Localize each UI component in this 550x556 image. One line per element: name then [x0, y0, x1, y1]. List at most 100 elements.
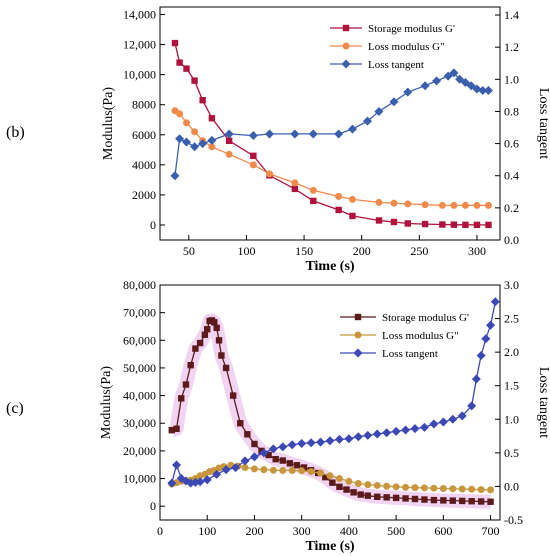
data-point-0 [402, 495, 409, 502]
x-axis-title: Time (s) [305, 259, 354, 274]
data-point-2 [259, 448, 269, 458]
data-point-1 [449, 485, 457, 493]
data-point-0 [411, 495, 419, 503]
legend-swatch-marker [354, 313, 362, 321]
y-tick-label: 80,000 [123, 278, 156, 292]
data-point-0 [487, 498, 494, 505]
data-point-2 [344, 434, 354, 444]
data-point-2 [403, 87, 413, 97]
chart-panel-b: 50 100 150 200 250 300 0 2000 4000 6000 8000 10,000… [101, 6, 550, 274]
data-point-2 [198, 139, 208, 149]
data-point-0 [286, 460, 294, 467]
data-point-2 [471, 374, 481, 384]
data-point-0 [215, 337, 223, 344]
data-point-0 [204, 326, 211, 333]
data-point-2 [490, 297, 500, 307]
data-point-0 [173, 425, 180, 432]
y2-tick-label: 0.6 [504, 137, 519, 151]
data-point-2 [172, 460, 182, 470]
data-point-0 [459, 497, 466, 505]
legend-swatch-marker [353, 348, 363, 358]
data-point-1 [364, 481, 372, 489]
data-point-0 [229, 392, 237, 399]
y2-axis-title: Loss tangent [536, 88, 550, 159]
data-point-2 [391, 426, 401, 436]
data-point-1 [383, 482, 391, 490]
data-point-0 [272, 455, 279, 463]
data-point-0 [343, 486, 350, 493]
series-line-0 [174, 42, 489, 226]
x-tick-label: 300 [293, 524, 311, 538]
data-point-0 [237, 420, 244, 427]
data-point-0 [176, 59, 183, 66]
legend-label: Loss tangent [382, 348, 438, 360]
data-point-2 [224, 129, 234, 139]
y2-tick-label: 2.0 [504, 345, 519, 359]
data-point-1 [345, 477, 353, 485]
legend-label: Loss modulus G" [368, 41, 445, 53]
data-point-2 [308, 129, 318, 139]
data-point-2 [481, 334, 491, 344]
y-tick-label: 30,000 [123, 416, 156, 430]
data-point-0 [485, 221, 492, 229]
y-tick-label: 40,000 [123, 389, 156, 403]
data-point-1 [484, 201, 492, 209]
data-point-2 [429, 419, 439, 429]
legend-label: Loss modulus G" [382, 330, 459, 342]
x-tick-label: 150 [295, 244, 313, 258]
y-axis-title: Modulus(Pa) [99, 366, 114, 439]
data-point-1 [373, 481, 381, 489]
x-tick-label: 300 [468, 244, 486, 258]
data-point-2 [478, 86, 488, 96]
data-point-0 [439, 221, 446, 228]
data-point-1 [473, 201, 481, 209]
data-point-2 [347, 124, 357, 134]
x-tick-label: 500 [387, 524, 405, 538]
y-axis-title: Modulus(Pa) [101, 87, 116, 160]
data-point-1 [291, 179, 299, 187]
data-point-2 [449, 68, 459, 78]
y-tick-label: 10,000 [123, 472, 156, 486]
y2-tick-label: 1.0 [504, 72, 519, 86]
data-point-1 [438, 201, 446, 209]
data-point-0 [293, 462, 301, 469]
data-point-2 [334, 434, 344, 444]
y-tick-label: 12,000 [123, 38, 156, 52]
data-point-2 [287, 440, 297, 450]
data-point-0 [196, 339, 204, 347]
data-point-2 [240, 456, 250, 466]
data-point-1 [191, 128, 199, 136]
data-point-1 [439, 484, 447, 492]
x-tick-label: 400 [340, 524, 358, 538]
data-point-2 [334, 129, 344, 139]
chart-panel-c: 0 100 200 300 400 500 600 700 0 10,000 20,000 30,00… [99, 278, 550, 554]
data-point-0 [349, 212, 356, 220]
data-point-1 [309, 186, 317, 194]
data-point-2 [476, 351, 486, 360]
data-point-0 [329, 479, 336, 486]
y2-tick-label: 0.5 [504, 446, 519, 460]
data-point-1 [335, 475, 343, 483]
legend-swatch-marker [342, 42, 350, 50]
data-point-0 [182, 381, 190, 388]
data-point-2 [175, 134, 185, 144]
data-point-1 [354, 480, 362, 488]
data-point-2 [362, 116, 372, 126]
data-point-0 [171, 39, 179, 47]
data-point-1 [477, 486, 485, 494]
data-point-1 [317, 469, 325, 477]
data-point-2 [372, 429, 382, 439]
legend-swatch-marker [354, 331, 362, 339]
data-point-2 [420, 81, 430, 91]
data-point-0 [390, 218, 398, 226]
data-point-1 [404, 200, 412, 208]
data-point-1 [269, 466, 277, 474]
data-point-2 [268, 444, 278, 454]
data-point-2 [212, 469, 222, 479]
data-point-2 [410, 424, 420, 434]
data-point-0 [421, 220, 429, 228]
data-point-0 [322, 473, 329, 481]
data-point-0 [192, 345, 199, 352]
data-point-1 [430, 484, 438, 492]
data-point-2 [486, 320, 496, 330]
